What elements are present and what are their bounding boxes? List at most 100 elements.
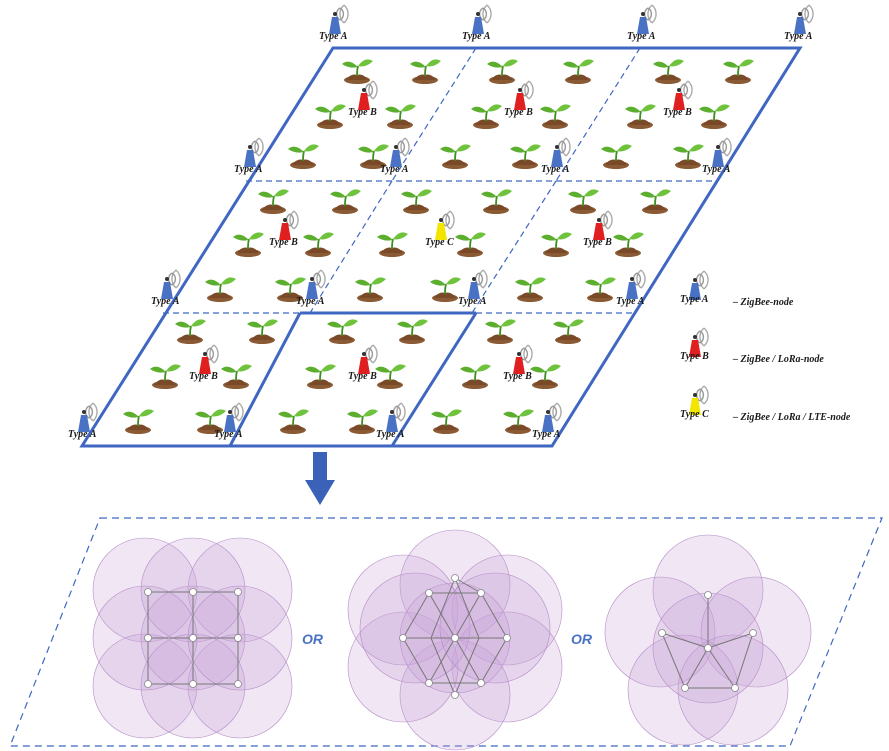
legend-type-a-label: Type A (680, 294, 709, 305)
node-type-b-icon: Type B (663, 81, 692, 118)
node-type-b-icon: Type B (583, 211, 612, 248)
link-line (684, 647, 709, 689)
legend-item-type-a: Type A – ZigBee-node (680, 271, 794, 308)
topology-hex-option (347, 529, 563, 751)
node-type-b-label: Type B (504, 107, 533, 118)
plant-icon (232, 231, 265, 258)
plant-icon (257, 188, 290, 215)
mini-node-icon (399, 634, 407, 642)
plant-icon (698, 103, 731, 130)
coverage-circle (347, 611, 459, 723)
plant-icon (326, 318, 359, 345)
legend-type-c-label: Type C (680, 409, 709, 420)
plant-icon (562, 58, 595, 85)
link-line (480, 637, 508, 684)
link-line (661, 632, 686, 689)
plant-icon (459, 363, 492, 390)
plant-icon (552, 318, 585, 345)
legend: Type A – ZigBee-node Type B – ZigBee / L… (680, 271, 851, 423)
link-line (707, 647, 736, 689)
mini-node-icon (704, 591, 712, 599)
node-type-a-label: Type A (616, 296, 645, 307)
plant-icon (454, 231, 487, 258)
legend-type-a-desc: – ZigBee-node (732, 297, 794, 308)
node-type-a-label: Type A (532, 429, 561, 440)
down-arrow-icon (305, 452, 335, 505)
plant-icon (509, 143, 542, 170)
node-type-a-icon: Type A (376, 403, 405, 440)
coverage-circle (439, 572, 551, 684)
coverage-circle (451, 611, 563, 723)
node-type-a-icon: Type A (462, 5, 491, 42)
node-type-c-label: Type C (425, 237, 454, 248)
plant-icon (624, 103, 657, 130)
topology-grid-option (92, 537, 293, 739)
coverage-circle (359, 572, 471, 684)
plant-icon (484, 318, 517, 345)
node-type-a-label: Type A (376, 429, 405, 440)
plant-icon (384, 103, 417, 130)
plant-icon (374, 363, 407, 390)
plant-icon (600, 143, 633, 170)
node-type-a-label: Type A (702, 164, 731, 175)
plant-icon (122, 408, 155, 435)
plant-icon (287, 143, 320, 170)
plant-icon (400, 188, 433, 215)
plant-icon (514, 276, 547, 303)
plant-icon (396, 318, 429, 345)
mini-node-icon (189, 680, 197, 688)
plant-icon (540, 231, 573, 258)
node-type-b-label: Type B (663, 107, 692, 118)
plant-icon (246, 318, 279, 345)
plant-icon (429, 276, 462, 303)
mini-node-icon (425, 589, 433, 597)
link-line (707, 632, 754, 649)
node-type-c-icon: Type C (425, 211, 454, 248)
node-type-b-label: Type B (269, 237, 298, 248)
mini-node-icon (731, 684, 739, 692)
mini-node-icon (503, 634, 511, 642)
plant-icon (612, 231, 645, 258)
mini-node-icon (144, 680, 152, 688)
link-line (430, 637, 456, 696)
node-type-a-icon: Type A (234, 138, 263, 175)
topology-options-frame (9, 517, 883, 747)
node-type-a-icon: Type A (458, 270, 487, 307)
node-type-a-icon: Type A (68, 403, 97, 440)
plant-icon (302, 231, 335, 258)
plant-icon (430, 408, 463, 435)
node-type-b-icon: Type B (504, 81, 533, 118)
mini-node-icon (144, 634, 152, 642)
link-line (661, 632, 709, 649)
or-label-1: OR (302, 631, 324, 647)
mini-node-icon (234, 634, 242, 642)
node-type-a-icon: Type A (627, 5, 656, 42)
plant-icon (480, 188, 513, 215)
or-label-2: OR (571, 631, 593, 647)
link-line (734, 632, 754, 689)
plant-icon (672, 143, 705, 170)
plant-icon (376, 231, 409, 258)
node-type-a-label: Type A (627, 31, 656, 42)
plant-icon (539, 103, 572, 130)
node-type-a-label: Type A (296, 296, 325, 307)
link-line (454, 637, 480, 696)
node-type-a-icon: Type A (541, 138, 570, 175)
mini-node-icon (451, 691, 459, 699)
plant-icon (439, 143, 472, 170)
legend-type-b-desc: – ZigBee / LoRa-node (732, 354, 824, 365)
link-line (402, 637, 430, 684)
node-type-a-icon: Type A (532, 403, 561, 440)
node-type-a-label: Type A (784, 31, 813, 42)
plant-icon (652, 58, 685, 85)
plant-icon (502, 408, 535, 435)
link-line (480, 592, 508, 639)
legend-type-c-desc: – ZigBee / LoRa / LTE-node (732, 412, 851, 423)
node-type-b-icon: Type B (348, 345, 377, 382)
mini-node-icon (749, 629, 757, 637)
node-type-b-label: Type B (348, 107, 377, 118)
mini-node-icon (451, 634, 459, 642)
mini-node-icon (425, 679, 433, 687)
mini-node-icon (189, 588, 197, 596)
